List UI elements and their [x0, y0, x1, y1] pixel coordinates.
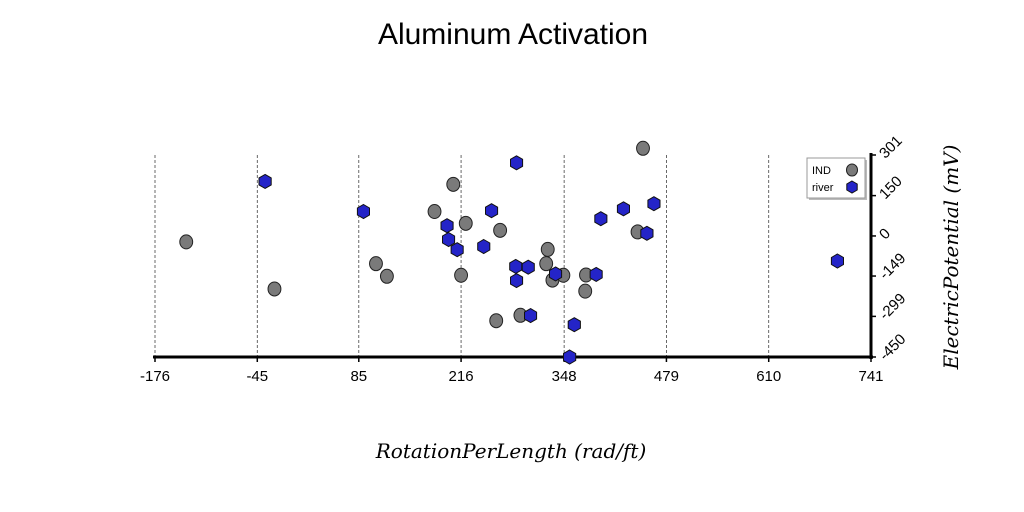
x-tick-label: 216 — [449, 368, 474, 385]
river-point — [356, 203, 370, 220]
river-point — [563, 349, 577, 365]
data-points — [179, 140, 844, 365]
axes — [153, 153, 873, 359]
river-point — [450, 242, 464, 258]
ind-point — [489, 313, 504, 329]
river-point — [510, 273, 524, 289]
ind-point — [427, 203, 442, 219]
ind-point — [636, 140, 650, 156]
river-point — [830, 253, 844, 269]
x-tick-label: 610 — [756, 368, 781, 385]
river-point — [477, 238, 491, 255]
river-point — [549, 266, 563, 282]
ind-point — [267, 281, 282, 297]
river-point — [485, 203, 499, 219]
river-point — [640, 225, 654, 241]
river-point — [442, 231, 456, 248]
y-axis-ticks: 301 150 0 -149 -299 -450 — [871, 132, 909, 364]
chart-title: Aluminum Activation — [378, 18, 648, 51]
river-point — [594, 211, 608, 227]
x-tick-label: 741 — [858, 368, 883, 385]
river-point — [589, 266, 603, 282]
x-axis-ticks: -176 -45 85 216 348 479 610 741 — [140, 357, 884, 385]
river-point — [258, 173, 272, 189]
river-point — [524, 308, 538, 324]
river-point — [521, 259, 535, 275]
ind-point — [540, 241, 555, 257]
legend-marker — [846, 180, 858, 194]
ind-point — [458, 215, 473, 231]
y-tick-label: -149 — [876, 250, 909, 283]
y-tick-label: -450 — [876, 331, 909, 364]
legend-label: river — [812, 182, 834, 194]
ind-point — [539, 256, 554, 272]
river-point — [567, 317, 581, 333]
ind-point — [179, 234, 194, 250]
y-tick-label: 150 — [876, 173, 906, 203]
ind-point — [578, 283, 593, 299]
river-point — [647, 196, 661, 212]
river-point — [616, 201, 630, 217]
legend-marker — [845, 163, 859, 177]
x-axis-label: RotationPerLength (rad/ft) — [375, 439, 647, 463]
legend: IND river — [806, 157, 867, 200]
river-point — [510, 155, 524, 171]
x-tick-label: 85 — [350, 368, 367, 385]
x-tick-label: 479 — [654, 368, 679, 385]
river-point — [509, 258, 523, 274]
ind-point — [454, 267, 469, 283]
ind-point — [379, 268, 394, 284]
x-tick-label: 348 — [552, 368, 577, 385]
y-tick-label: 0 — [876, 225, 894, 243]
ind-point — [446, 176, 461, 192]
river-point — [440, 218, 454, 234]
legend-label: IND — [812, 165, 831, 177]
y-tick-label: 301 — [876, 132, 906, 162]
x-tick-label: -45 — [246, 368, 268, 385]
y-axis-label: ElectricPotential (mV) — [939, 145, 963, 371]
ind-point — [369, 256, 383, 272]
x-tick-label: -176 — [140, 368, 170, 385]
ind-point — [493, 222, 508, 238]
y-tick-label: -299 — [876, 290, 909, 323]
